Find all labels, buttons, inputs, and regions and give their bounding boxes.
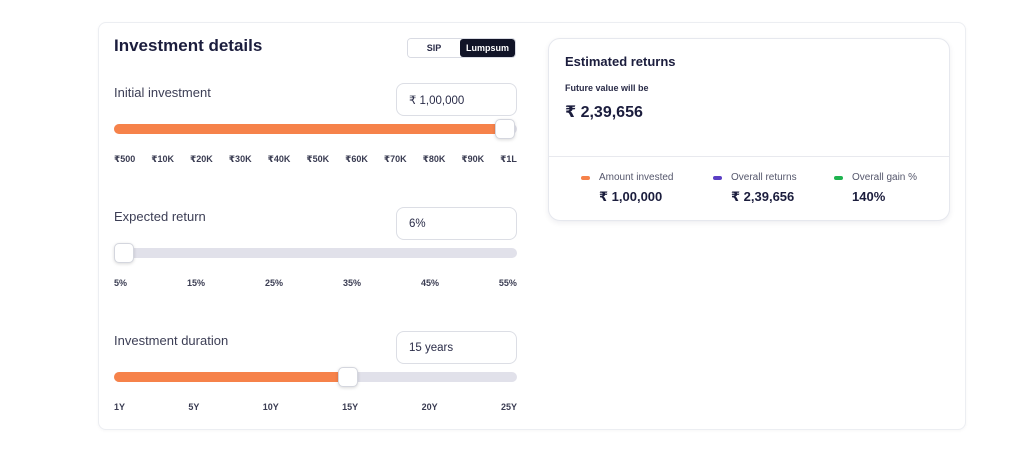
slider-tick-label: 1Y [114,402,126,412]
overall-gain-legend-dot [834,175,843,180]
overall-gain-label: Overall gain % [852,172,918,183]
stat-amount-invested: Amount invested ₹ 1,00,000 [581,172,674,205]
slider-tick-label: ₹1L [500,154,517,164]
investment-duration-input[interactable]: 15 years [396,331,517,364]
investment-details-title: Investment details [114,36,263,55]
slider-tick-label: 10Y [262,402,279,412]
slider-tick-label: ₹10K [151,154,175,164]
overall-returns-legend-dot [713,175,722,180]
expected-return-ticks: 5% 15% 25% 35% 45% 55% [114,278,517,288]
initial-investment-label: Initial investment [114,85,211,100]
slider-tick-label: ₹60K [345,154,368,164]
slider-tick-label: 55% [498,278,517,288]
expected-return-label: Expected return [114,209,206,224]
slider-tick-label: 45% [420,278,439,288]
slider-tick-label: ₹80K [422,154,446,164]
slider-tick-label: 5% [114,278,128,288]
initial-investment-ticks: ₹500 ₹10K ₹20K ₹30K ₹40K ₹50K ₹60K ₹70K ₹80K ₹90K… [114,154,517,165]
slider-tick-label: ₹500 [114,154,136,164]
slider-tick-label: 5Y [188,402,200,412]
amount-invested-legend-dot [581,175,590,180]
slider-tick-label: 20Y [421,402,438,412]
overall-returns-label: Overall returns [731,172,797,183]
expected-return-slider-thumb[interactable] [114,243,134,263]
investment-duration-slider[interactable] [114,367,517,387]
sip-toggle-button[interactable]: SIP [408,39,460,57]
slider-tick-label: ₹70K [383,154,407,164]
initial-investment-input[interactable]: ₹ 1,00,000 [396,83,517,116]
future-value-amount: ₹ 2,39,656 [565,104,643,121]
investment-duration-slider-fill [114,372,348,382]
lumpsum-toggle-button[interactable]: Lumpsum [460,39,515,57]
slider-tick-label: 15% [186,278,205,288]
slider-tick-label: ₹20K [190,154,213,164]
expected-return-slider[interactable] [114,243,517,263]
slider-tick-label: 25% [264,278,283,288]
future-value-label: Future value will be [565,83,649,93]
overall-gain-value: 140% [852,189,886,204]
initial-investment-slider-fill [114,124,505,134]
slider-tick-label: ₹50K [306,154,330,164]
mode-toggle: SIP Lumpsum [407,38,516,58]
overall-returns-value: ₹ 2,39,656 [731,189,795,204]
stat-overall-returns: Overall returns ₹ 2,39,656 [713,172,797,205]
amount-invested-value: ₹ 1,00,000 [599,189,663,204]
estimated-returns-card: Estimated returns Future value will be ₹… [548,38,950,221]
slider-tick-label: 15Y [342,402,359,412]
investment-duration-slider-thumb[interactable] [337,367,358,387]
slider-tick-label: 35% [342,278,361,288]
stat-overall-gain: Overall gain % 140% [834,172,917,204]
slider-tick-label: ₹30K [228,154,252,164]
initial-investment-slider[interactable] [114,119,517,139]
amount-invested-label: Amount invested [599,172,674,183]
slider-tick-label: ₹90K [461,154,485,164]
investment-duration-ticks: 1Y 5Y 10Y 15Y 20Y 25Y [114,402,517,412]
estimated-returns-title: Estimated returns [565,54,676,69]
expected-return-input[interactable]: 6% [396,207,517,240]
divider [549,156,949,157]
slider-tick-label: ₹40K [267,154,291,164]
slider-tick-label: 25Y [500,402,517,412]
investment-duration-label: Investment duration [114,333,229,348]
initial-investment-slider-thumb[interactable] [494,119,515,139]
